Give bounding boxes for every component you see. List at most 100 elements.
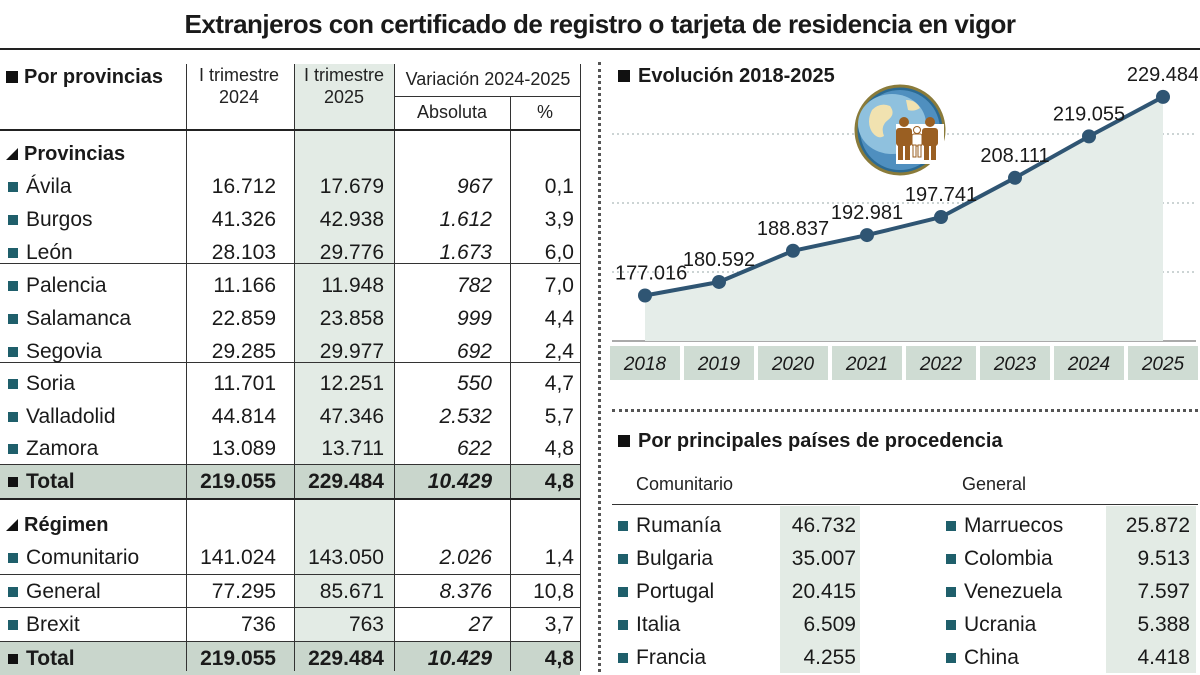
square-bullet-icon: [8, 181, 18, 192]
title-divider: [0, 48, 1200, 50]
globe-people-icon: [854, 84, 946, 176]
general-label: General: [962, 474, 1027, 494]
square-bullet-icon: [946, 652, 956, 663]
square-bullet-icon: [618, 586, 628, 597]
table-row: Ávila 16.712 17.679 967 0,1: [0, 170, 580, 203]
square-bullet-icon: [8, 346, 18, 357]
data-point: [1008, 170, 1022, 185]
data-label: 188.837: [757, 218, 829, 240]
data-label: 177.016: [615, 263, 687, 285]
table-row: Soria 11.701 12.251 550 4,7: [0, 367, 580, 400]
x-tick-band: [610, 346, 680, 380]
data-point: [1156, 89, 1170, 104]
provincias-label: Provincias: [6, 141, 125, 167]
data-point: [712, 274, 726, 289]
data-label: 219.055: [1053, 103, 1125, 125]
data-label: 192.981: [831, 202, 903, 224]
square-bullet-icon: [946, 619, 956, 630]
section-title-provinces: Por provincias: [6, 64, 163, 90]
table-row: Valladolid 44.814 47.346 2.532 5,7: [0, 400, 580, 433]
page-title: Extranjeros con certificado de registro …: [184, 9, 1016, 39]
square-bullet-icon: [8, 378, 18, 389]
chart-title: Evolución 2018-2025: [618, 63, 835, 89]
value-column-bg: [780, 506, 860, 673]
square-bullet-icon: [8, 214, 18, 225]
square-bullet-icon: [8, 653, 18, 664]
row-divider: [0, 574, 580, 575]
square-bullet-icon: [618, 70, 630, 82]
data-point: [786, 243, 800, 258]
total-row: Total 219.055 229.484 10.429 4,8: [0, 642, 580, 675]
list-item: Bulgaria 35.007: [612, 542, 862, 575]
data-point: [934, 210, 948, 225]
row-divider: [0, 607, 580, 608]
triangle-icon: [6, 148, 18, 160]
x-tick-label: 2025: [1141, 354, 1185, 375]
data-label: 180.592: [683, 249, 755, 271]
countries-title: Por principales países de procedencia: [618, 428, 1003, 454]
evolution-chart: 177.016180.592188.837192.981197.741208.1…: [610, 64, 1198, 380]
x-tick-band: [906, 346, 976, 380]
table-row: Segovia 29.285 29.977 692 2,4: [0, 335, 580, 368]
x-tick-label: 2022: [919, 354, 963, 375]
col-divider: [510, 96, 511, 671]
triangle-icon: [6, 519, 18, 531]
data-label: 197.741: [905, 184, 977, 206]
x-tick-band: [980, 346, 1050, 380]
data-label: 208.111: [980, 145, 1049, 167]
table-row: Zamora 13.089 13.711 622 4,8: [0, 432, 580, 465]
square-bullet-icon: [8, 619, 18, 630]
regimen-label: Régimen: [6, 512, 108, 538]
header-absolute: Absoluta: [416, 102, 488, 122]
list-item: Colombia 9.513: [940, 542, 1198, 575]
header-percent: %: [536, 102, 553, 122]
list-item: Ucrania 5.388: [940, 608, 1198, 641]
data-point: [860, 228, 874, 243]
x-tick-label: 2021: [845, 354, 888, 375]
x-tick-band: [1128, 346, 1198, 380]
x-tick-label: 2019: [697, 354, 741, 375]
total-row-bg: [0, 641, 580, 675]
list-item: China 4.418: [940, 641, 1198, 674]
table-row: Burgos 41.326 42.938 1.612 3,9: [0, 203, 580, 236]
square-bullet-icon: [8, 411, 18, 422]
header-2024: I trimestre 2024: [198, 65, 279, 107]
square-bullet-icon: [946, 520, 956, 531]
col-divider: [580, 64, 581, 671]
square-bullet-icon: [8, 443, 18, 454]
total-row: Total 219.055 229.484 10.429 4,8: [0, 465, 580, 498]
square-bullet-icon: [8, 280, 18, 291]
x-tick-label: 2020: [771, 354, 815, 375]
table-row: Brexit 736 763 27 3,7: [0, 608, 580, 641]
data-label: 229.484: [1127, 64, 1198, 86]
x-tick-band: [684, 346, 754, 380]
x-tick-label: 2023: [993, 354, 1037, 375]
data-point: [638, 288, 652, 303]
square-bullet-icon: [8, 552, 18, 563]
series-line: [644, 95, 1164, 298]
table-row: Comunitario 141.024 143.050 2.026 1,4: [0, 541, 580, 574]
col-divider: [394, 64, 395, 671]
row-divider: [394, 96, 580, 97]
x-tick-band: [1054, 346, 1124, 380]
x-tick-label: 2024: [1067, 354, 1110, 375]
total-row-bg: [0, 464, 580, 498]
table-row: General 77.295 85.671 8.376 10,8: [0, 575, 580, 608]
list-item: Venezuela 7.597: [940, 575, 1198, 608]
table-row: Palencia 11.166 11.948 782 7,0: [0, 269, 580, 302]
table-row: Salamanca 22.859 23.858 999 4,4: [0, 302, 580, 335]
row-divider: [612, 504, 1198, 505]
list-item: Marruecos 25.872: [940, 509, 1198, 542]
x-tick-band: [758, 346, 828, 380]
area-fill: [645, 96, 1163, 342]
square-bullet-icon: [618, 553, 628, 564]
provinces-table: Por provincias I trimestre 2024 I trimes…: [0, 56, 600, 675]
x-tick-label: 2018: [623, 354, 667, 375]
section-rule: [0, 498, 580, 500]
square-bullet-icon: [8, 313, 18, 324]
col-divider: [294, 64, 295, 671]
square-bullet-icon: [618, 619, 628, 630]
list-item: Portugal 20.415: [612, 575, 862, 608]
panel-divider: [598, 62, 601, 672]
list-item: Italia 6.509: [612, 608, 862, 641]
